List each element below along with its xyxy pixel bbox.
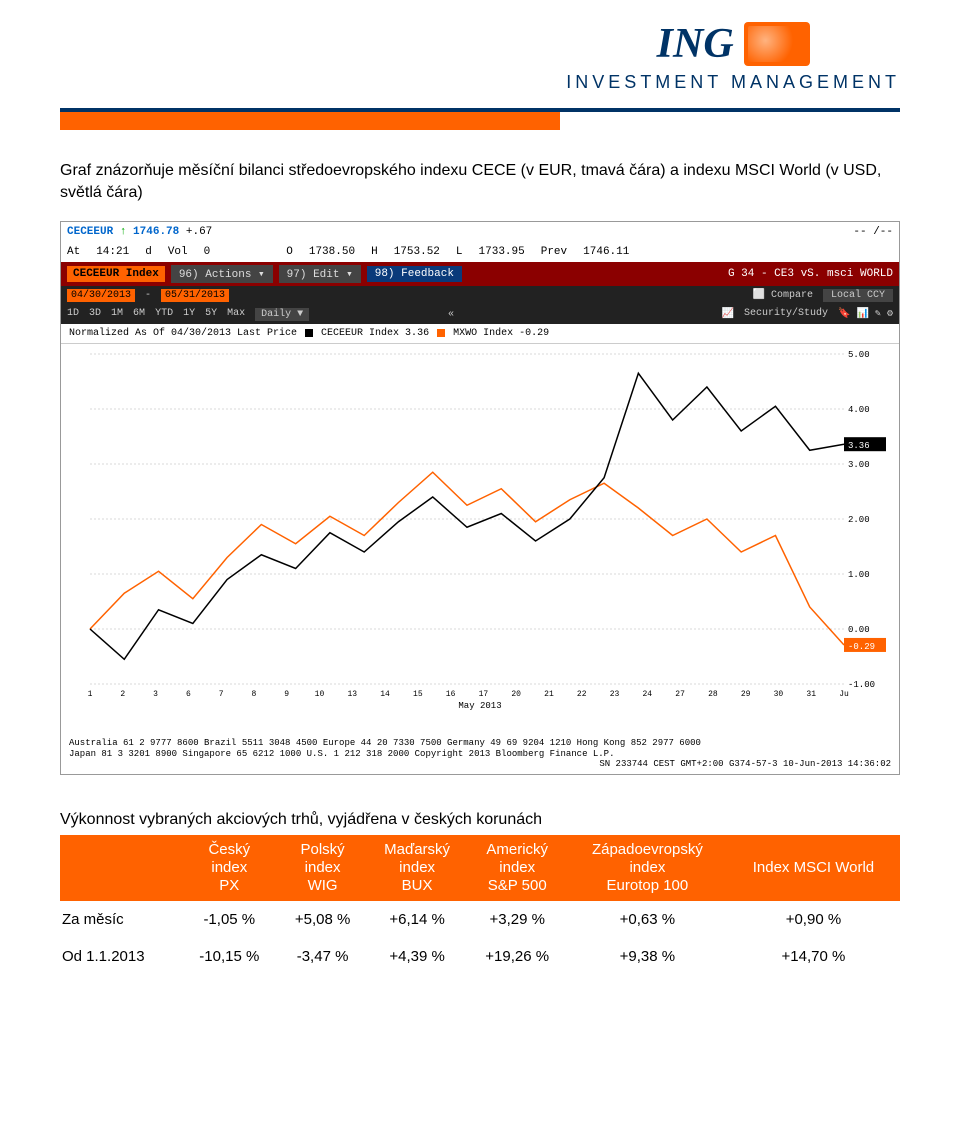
range-max[interactable]: Max xyxy=(227,308,245,321)
svg-text:17: 17 xyxy=(479,690,489,699)
edit-menu[interactable]: 97) Edit ▾ xyxy=(279,265,361,283)
date-to[interactable]: 05/31/2013 xyxy=(161,289,229,302)
terminal-range-row: 1D3D1M6MYTD1Y5YMaxDaily ▼ « 📈 Security/S… xyxy=(61,305,899,324)
svg-text:2.00: 2.00 xyxy=(848,515,870,525)
svg-text:9: 9 xyxy=(284,690,289,699)
brand-subtitle: INVESTMENT MANAGEMENT xyxy=(566,72,900,93)
svg-text:3.36: 3.36 xyxy=(848,441,870,451)
terminal-ohlc-row: At 14:21 d Vol 0 O 1738.50 H 1753.52 L 1… xyxy=(61,242,899,262)
svg-text:20: 20 xyxy=(511,690,521,699)
date-from[interactable]: 04/30/2013 xyxy=(67,289,135,302)
svg-text:5.00: 5.00 xyxy=(848,350,870,360)
bloomberg-terminal: CECEEUR ↑ 1746.78 +.67 -- /-- At 14:21 d… xyxy=(60,221,900,775)
svg-text:3: 3 xyxy=(153,690,158,699)
header-rule-orange xyxy=(60,112,560,130)
svg-text:24: 24 xyxy=(642,690,652,699)
brand-logo: ING INVESTMENT MANAGEMENT xyxy=(566,20,900,93)
range-1y[interactable]: 1Y xyxy=(183,308,195,321)
actions-menu[interactable]: 96) Actions ▾ xyxy=(171,265,273,283)
chart-area: Normalized As Of 04/30/2013 Last Price C… xyxy=(61,324,899,734)
table-row-label: Od 1.1.2013 xyxy=(60,938,181,975)
chart-description: Graf znázorňuje měsíční bilanci středoev… xyxy=(60,160,900,205)
svg-text:21: 21 xyxy=(544,690,554,699)
range-daily ▼[interactable]: Daily ▼ xyxy=(255,308,309,321)
svg-text:-1.00: -1.00 xyxy=(848,680,875,690)
table-header: AmerickýindexS&P 500 xyxy=(467,835,568,901)
table-header: ČeskýindexPX xyxy=(181,835,277,901)
chart-legend: Normalized As Of 04/30/2013 Last Price C… xyxy=(61,324,899,344)
table-row-label: Za měsíc xyxy=(60,901,181,938)
svg-text:22: 22 xyxy=(577,690,587,699)
svg-text:29: 29 xyxy=(741,690,751,699)
svg-text:6: 6 xyxy=(186,690,191,699)
range-6m[interactable]: 6M xyxy=(133,308,145,321)
svg-text:7: 7 xyxy=(219,690,224,699)
table-cell: +3,29 % xyxy=(467,901,568,938)
table-cell: -10,15 % xyxy=(181,938,277,975)
performance-title: Výkonnost vybraných akciových trhů, vyjá… xyxy=(60,811,900,829)
svg-text:27: 27 xyxy=(675,690,685,699)
table-cell: +4,39 % xyxy=(368,938,467,975)
svg-text:8: 8 xyxy=(252,690,257,699)
range-5y[interactable]: 5Y xyxy=(205,308,217,321)
table-cell: -1,05 % xyxy=(181,901,277,938)
svg-text:4.00: 4.00 xyxy=(848,405,870,415)
range-ytd[interactable]: YTD xyxy=(155,308,173,321)
table-cell: +6,14 % xyxy=(368,901,467,938)
svg-text:14: 14 xyxy=(380,690,390,699)
svg-text:28: 28 xyxy=(708,690,718,699)
table-header: Index MSCI World xyxy=(727,835,900,901)
terminal-action-row: CECEEUR Index 96) Actions ▾ 97) Edit ▾ 9… xyxy=(61,262,899,286)
table-cell: +0,90 % xyxy=(727,901,900,938)
feedback-button[interactable]: 98) Feedback xyxy=(367,266,462,282)
svg-text:0.00: 0.00 xyxy=(848,625,870,635)
line-chart: 5.004.003.002.001.000.00-1.0012367891013… xyxy=(61,344,899,714)
performance-table: ČeskýindexPXPolskýindexWIGMaďarskýindexB… xyxy=(60,835,900,975)
svg-text:3.00: 3.00 xyxy=(848,460,870,470)
range-1m[interactable]: 1M xyxy=(111,308,123,321)
terminal-date-row: 04/30/2013 - 05/31/2013 ⬜ Compare Local … xyxy=(61,286,899,305)
svg-text:Ju: Ju xyxy=(839,690,849,699)
svg-text:1.00: 1.00 xyxy=(848,570,870,580)
table-cell: -3,47 % xyxy=(277,938,367,975)
ccy-dropdown[interactable]: Local CCY xyxy=(823,289,893,302)
svg-text:-0.29: -0.29 xyxy=(848,642,875,652)
brand-text: ING xyxy=(657,20,734,68)
svg-text:15: 15 xyxy=(413,690,423,699)
svg-text:13: 13 xyxy=(347,690,357,699)
table-header: PolskýindexWIG xyxy=(277,835,367,901)
table-header xyxy=(60,835,181,901)
table-header: MaďarskýindexBUX xyxy=(368,835,467,901)
svg-text:2: 2 xyxy=(120,690,125,699)
table-cell: +9,38 % xyxy=(568,938,727,975)
svg-text:30: 30 xyxy=(774,690,784,699)
range-3d[interactable]: 3D xyxy=(89,308,101,321)
chart-title-label: G 34 - CE3 vS. msci WORLD xyxy=(728,268,893,280)
lion-icon xyxy=(744,22,810,66)
svg-text:10: 10 xyxy=(315,690,325,699)
svg-text:1: 1 xyxy=(88,690,93,699)
terminal-quote-row: CECEEUR ↑ 1746.78 +.67 -- /-- xyxy=(61,222,899,242)
ticker-symbol: CECEEUR xyxy=(67,226,113,238)
svg-text:31: 31 xyxy=(806,690,816,699)
table-cell: +19,26 % xyxy=(467,938,568,975)
table-cell: +0,63 % xyxy=(568,901,727,938)
table-cell: +5,08 % xyxy=(277,901,367,938)
table-header: ZápadoevropskýindexEurotop 100 xyxy=(568,835,727,901)
terminal-footer: Australia 61 2 9777 8600 Brazil 5511 304… xyxy=(61,734,899,774)
range-1d[interactable]: 1D xyxy=(67,308,79,321)
svg-text:23: 23 xyxy=(610,690,620,699)
table-cell: +14,70 % xyxy=(727,938,900,975)
index-pill[interactable]: CECEEUR Index xyxy=(67,266,165,282)
page-header: ING INVESTMENT MANAGEMENT xyxy=(0,0,960,120)
svg-text:16: 16 xyxy=(446,690,456,699)
svg-text:May 2013: May 2013 xyxy=(458,701,501,711)
performance-section: Výkonnost vybraných akciových trhů, vyjá… xyxy=(60,811,900,975)
